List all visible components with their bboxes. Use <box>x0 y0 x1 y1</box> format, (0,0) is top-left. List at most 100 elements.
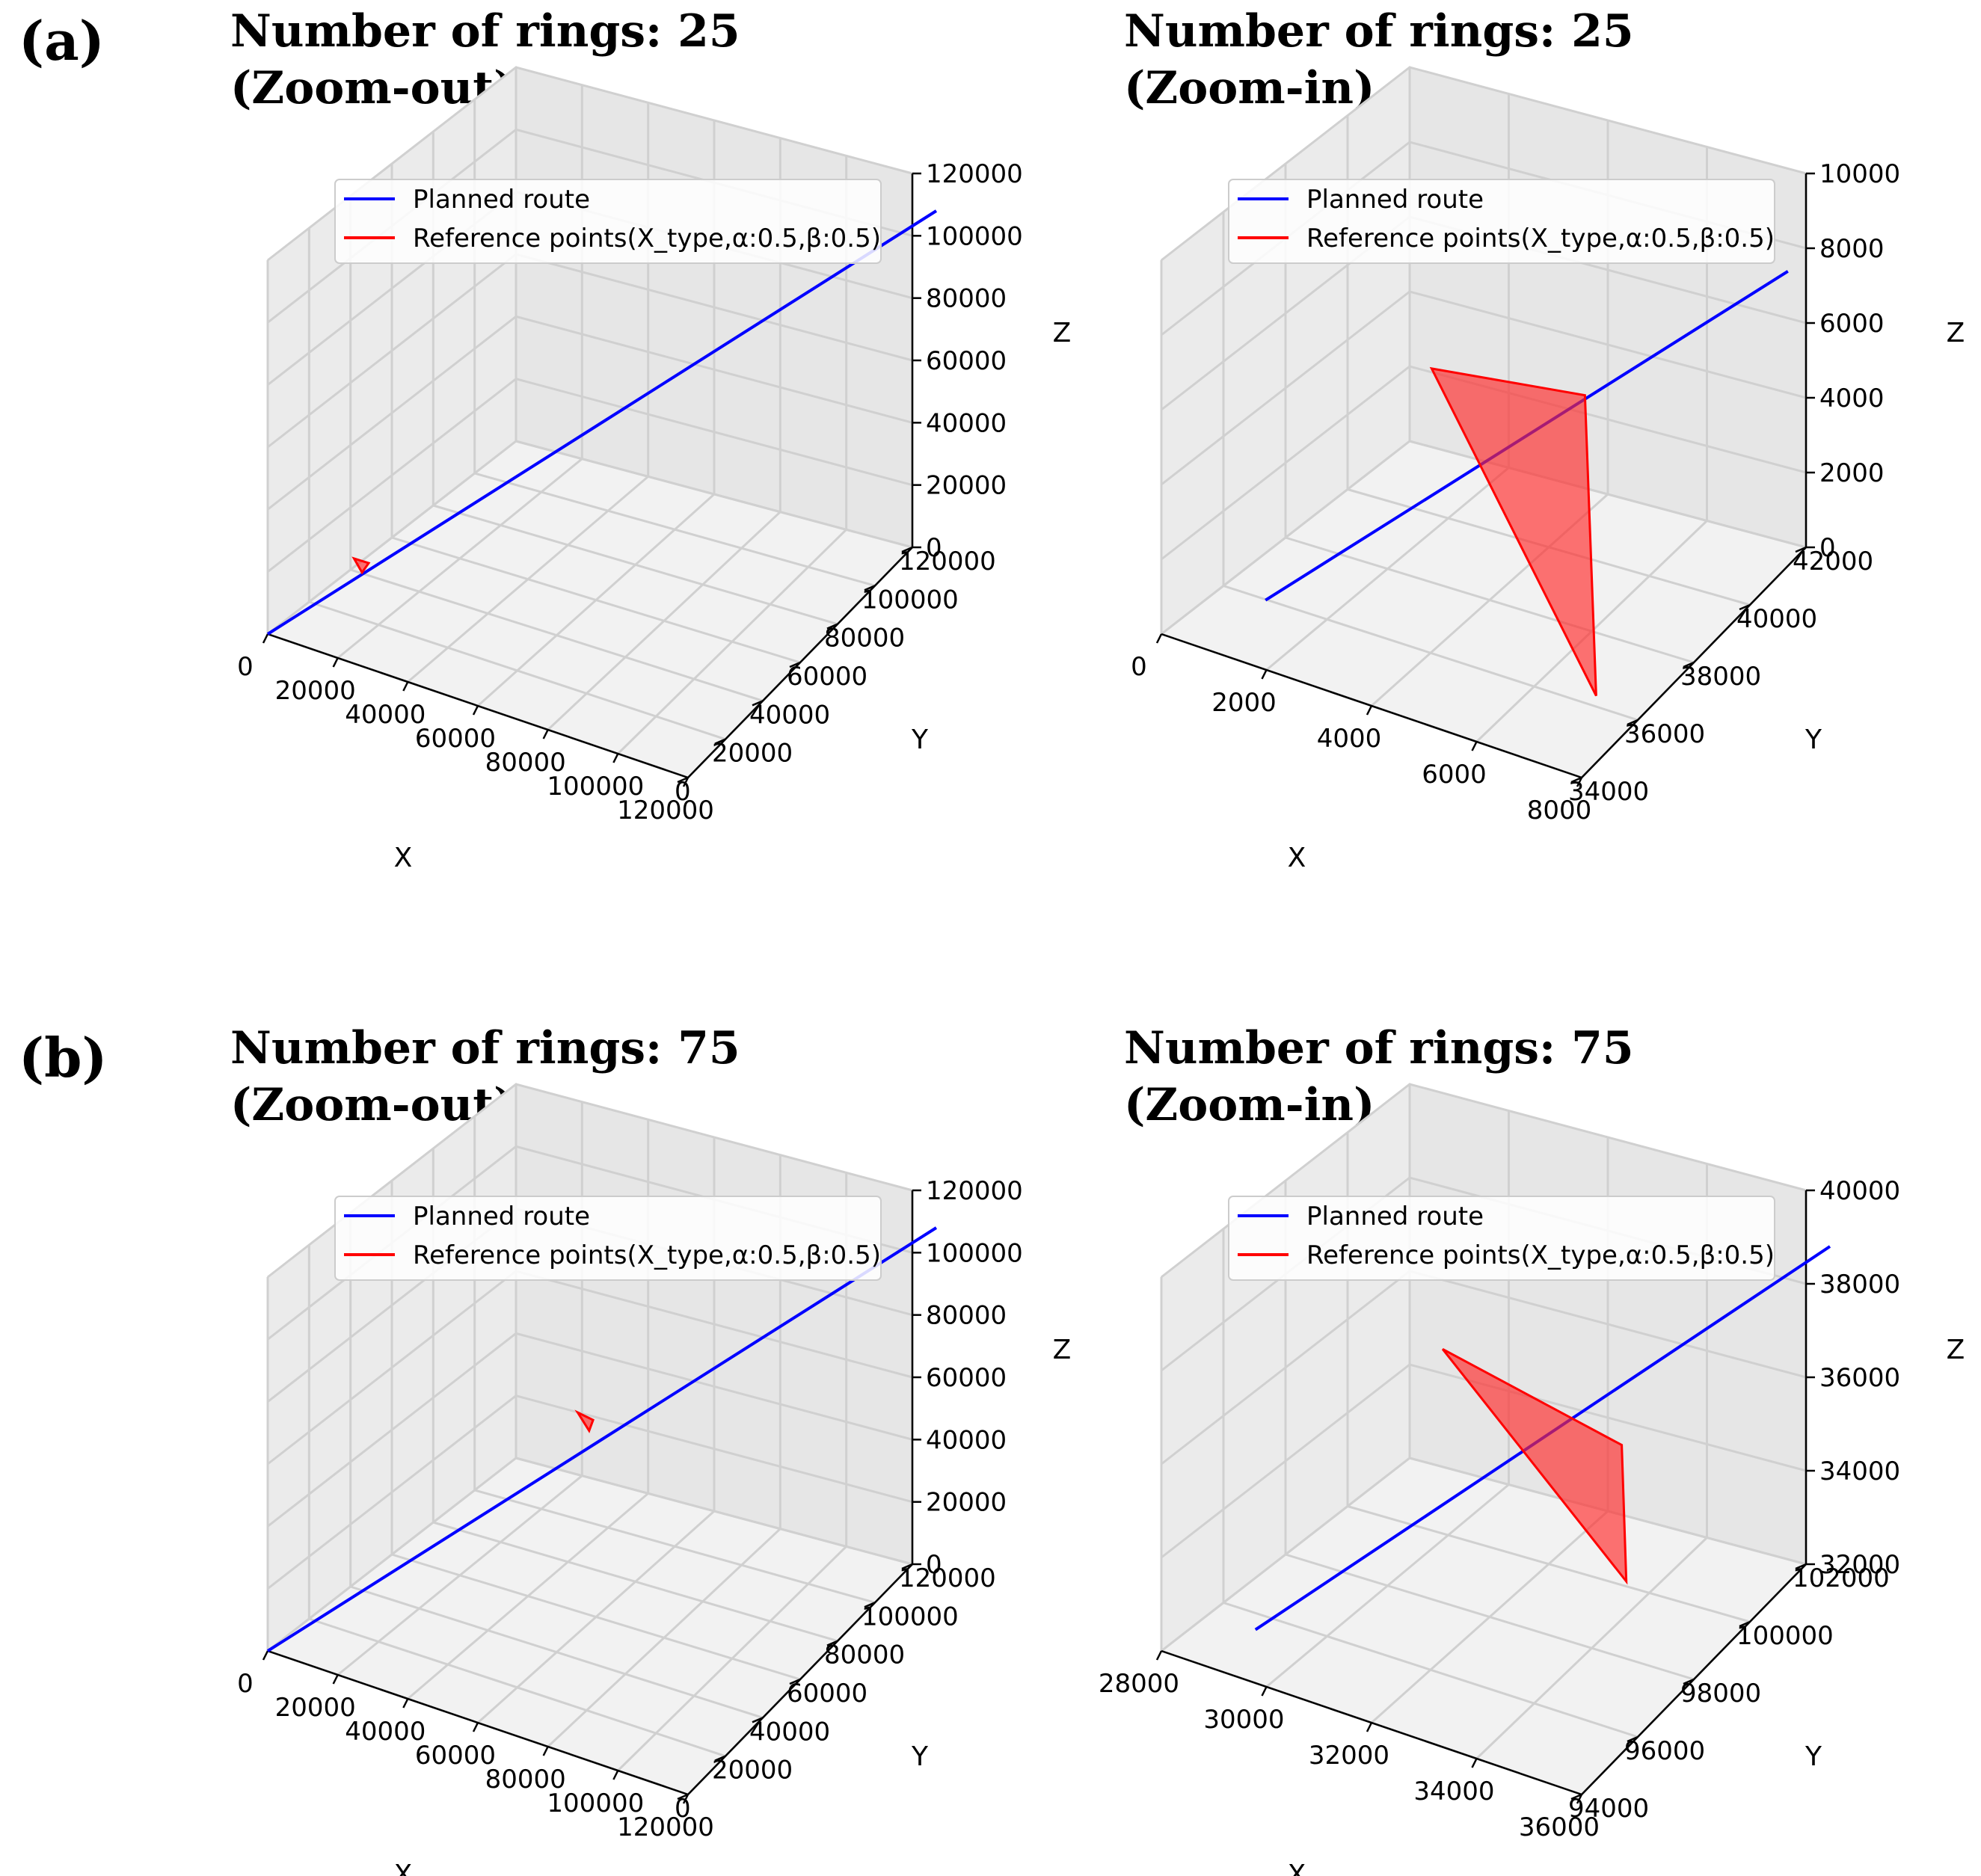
y-tick <box>1627 719 1638 726</box>
y-axis-label: Y <box>1805 1741 1822 1772</box>
x-tick-label: 0 <box>237 652 254 682</box>
grid-z <box>1161 365 1807 561</box>
grid-z <box>1161 1363 1807 1559</box>
grid-y <box>1223 585 1638 722</box>
chart-title-line1: Number of rings: 25 <box>1124 5 1634 58</box>
grid-y <box>350 1585 764 1719</box>
x-tick <box>542 1746 549 1756</box>
y-tick-label: 20000 <box>712 739 793 769</box>
x-tick <box>682 1794 689 1804</box>
x-tick-label: 100000 <box>547 772 644 802</box>
x-tick <box>402 681 409 692</box>
y-tick <box>1570 776 1582 784</box>
x-tick-label: 60000 <box>415 724 496 754</box>
x-axis-label: X <box>394 1860 413 1876</box>
z-tick-label: 100000 <box>926 1238 1023 1268</box>
z-tick-label: 120000 <box>926 159 1023 189</box>
panel-label: (a) <box>19 9 105 73</box>
y-tick-label: 42000 <box>1793 547 1873 576</box>
z-axis-label: Z <box>1947 318 1965 348</box>
grid-z <box>1161 290 1807 486</box>
x-tick-label: 2000 <box>1211 688 1277 718</box>
z-tick-label: 36000 <box>1819 1363 1900 1393</box>
x-tick-label: 80000 <box>485 1765 566 1794</box>
x-tick-label: 0 <box>1131 652 1147 682</box>
y-tick-label: 38000 <box>1680 662 1761 692</box>
y-tick-label: 100000 <box>1736 1621 1834 1651</box>
x-tick <box>472 705 479 716</box>
grid-y <box>308 1617 726 1758</box>
grid-y <box>1285 1553 1695 1681</box>
legend-box <box>1228 1196 1775 1281</box>
y-tick <box>714 738 726 745</box>
y-tick <box>789 661 801 668</box>
chart-title-line2: (Zoom-in) <box>1124 1079 1375 1131</box>
z-tick-label: 80000 <box>926 284 1007 314</box>
reference-points-surface <box>574 1409 595 1433</box>
x-tick <box>1155 1650 1163 1661</box>
x-tick-label: 100000 <box>547 1789 644 1818</box>
x-tick-label: 30000 <box>1203 1705 1284 1735</box>
y-tick <box>1739 1620 1751 1628</box>
chart-panel-3: (b) Number of rings: 75(Zoom-out)02000040… <box>19 1022 1071 1876</box>
x-tick <box>402 1698 409 1709</box>
y-axis-label: Y <box>1805 725 1822 755</box>
x-tick <box>1261 1686 1268 1697</box>
grid-z <box>267 1457 913 1652</box>
z-tick-label: 40000 <box>926 408 1007 438</box>
x-tick-label: 36000 <box>1519 1812 1600 1842</box>
z-tick-label: 0 <box>1819 533 1836 563</box>
grid-y <box>350 568 764 702</box>
y-axis-label: Y <box>911 1741 929 1772</box>
y-tick <box>864 585 876 591</box>
x-tick <box>1471 1758 1478 1768</box>
y-tick <box>826 1640 838 1646</box>
x-tick <box>472 1722 479 1732</box>
x-tick-label: 120000 <box>617 796 714 825</box>
planned-route-line <box>266 209 938 636</box>
y-tick <box>901 546 913 553</box>
y-tick-label: 120000 <box>899 1563 996 1593</box>
z-tick-label: 60000 <box>926 346 1007 376</box>
y-tick <box>1570 1793 1582 1800</box>
x-tick <box>542 729 549 739</box>
y-tick-label: 0 <box>675 1794 691 1824</box>
legend-route-label: Planned route <box>413 1202 590 1231</box>
chart-title-line1: Number of rings: 75 <box>230 1022 740 1074</box>
y-tick-label: 40000 <box>749 700 830 730</box>
reference-points-surface <box>351 556 371 575</box>
z-tick-label: 8000 <box>1819 234 1885 264</box>
x-tick-label: 80000 <box>485 748 566 778</box>
grid-y <box>474 1489 876 1604</box>
x-tick-label: 120000 <box>617 1812 714 1842</box>
x-tick-label: 34000 <box>1413 1777 1494 1806</box>
legend-route-label: Planned route <box>1306 185 1484 215</box>
reference-points-surface <box>1429 366 1597 697</box>
y-tick-label: 0 <box>675 777 691 807</box>
z-tick-label: 32000 <box>1819 1550 1900 1580</box>
z-tick-label: 6000 <box>1819 309 1885 339</box>
x-tick-label: 40000 <box>345 700 426 730</box>
z-tick-label: 34000 <box>1819 1457 1900 1486</box>
y-tick <box>789 1678 801 1685</box>
y-tick <box>901 1563 913 1570</box>
grid-y <box>1285 536 1695 664</box>
chart-panel-4: Number of rings: 75(Zoom-in) 28000 30000 32… <box>1099 1022 1965 1876</box>
chart-title-line1: Number of rings: 25 <box>230 5 740 58</box>
grid-y <box>474 472 876 587</box>
grid-z <box>267 378 913 573</box>
y-tick-label: 100000 <box>861 1602 959 1631</box>
x-tick <box>1471 741 1478 751</box>
x-tick <box>332 657 339 668</box>
y-tick-label: 40000 <box>1736 604 1817 634</box>
x-tick-label: 4000 <box>1317 724 1382 754</box>
x-axis-label: X <box>1288 1860 1306 1876</box>
x-axis-label: X <box>394 843 413 873</box>
z-tick-label: 100000 <box>926 221 1023 251</box>
chart-panel-2: Number of rings: 25(Zoom-in) 0 2000 4000 600… <box>1124 5 1965 873</box>
y-tick <box>1739 603 1751 611</box>
x-tick-label: 40000 <box>345 1717 426 1747</box>
grid-z <box>267 1394 913 1590</box>
y-tick <box>677 776 689 784</box>
grid-z <box>267 1332 913 1528</box>
